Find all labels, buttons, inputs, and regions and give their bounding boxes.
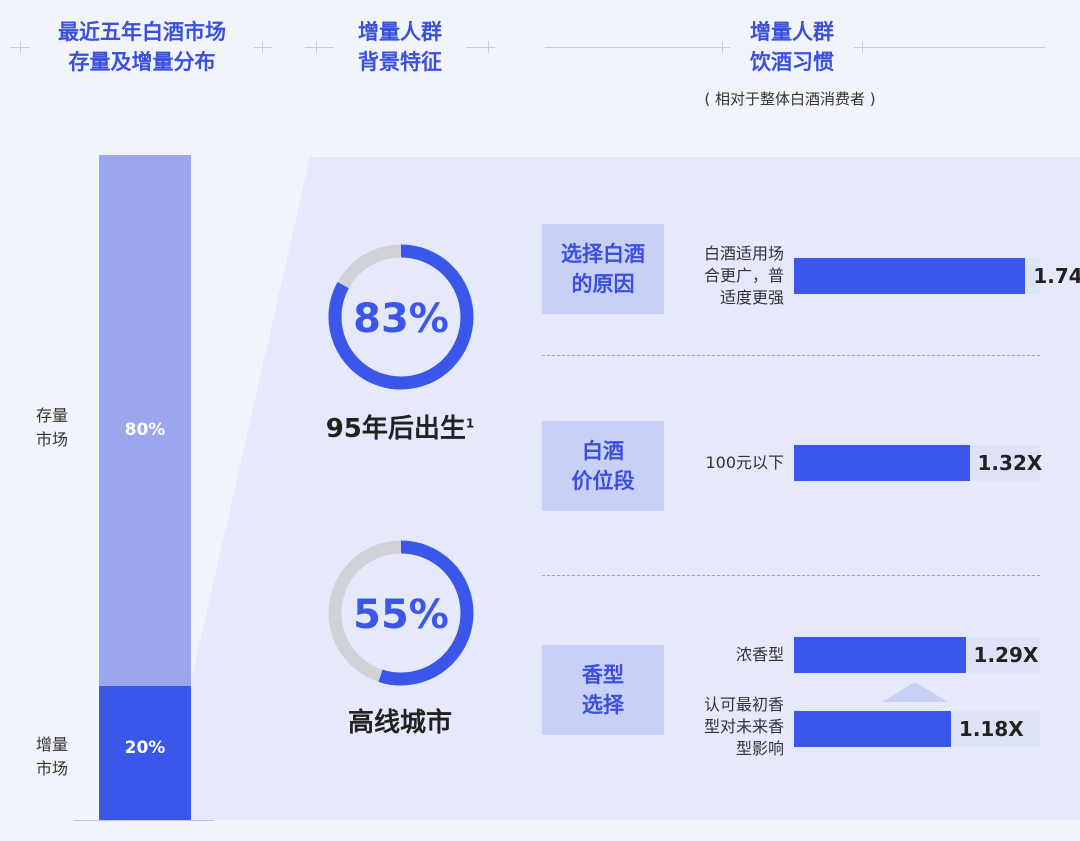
- bar-value-label: 1.32X: [977, 451, 1043, 475]
- header-line: 最近五年白酒市场: [58, 20, 226, 44]
- ring-progress-arc: [328, 540, 474, 686]
- label-line: 市场: [36, 430, 69, 449]
- header-line: 增量人群: [358, 20, 442, 44]
- ring-percent-text: 83%: [353, 296, 449, 342]
- row-label-line: 型影响: [735, 739, 784, 758]
- row-label-aroma-influence: 认可最初香 型对未来香 型影响: [672, 694, 784, 760]
- header-tick: [20, 41, 21, 53]
- bar-value-label: 1.74X: [1033, 264, 1080, 288]
- section-divider: [542, 355, 1040, 356]
- stock-market-percent: 80%: [124, 420, 166, 440]
- row-label-line: 100元以下: [705, 453, 784, 472]
- bar-fill-price: [794, 445, 970, 481]
- header-tick: [316, 41, 317, 53]
- header-line: 增量人群: [750, 20, 834, 44]
- footnote-marker: 1: [465, 416, 475, 431]
- row-label-line: 型对未来香: [703, 717, 784, 736]
- header-line: 背景特征: [358, 50, 442, 74]
- label-line: 存量: [36, 406, 69, 425]
- bar-fill-aroma-influence: [794, 711, 951, 747]
- header-drinking-habits: 增量人群 饮酒习惯: [730, 17, 854, 77]
- category-aroma-choice: 香型 选择: [542, 645, 664, 735]
- row-label-line: 浓香型: [735, 645, 784, 664]
- row-label-line: 认可最初香: [703, 695, 784, 714]
- stock-market-label: 存量 市场: [36, 404, 68, 452]
- bar-fill-strong-aroma: [794, 637, 966, 673]
- row-label-price: 100元以下: [672, 452, 784, 474]
- header-tick: [722, 41, 723, 53]
- bar-value-label: 1.18X: [958, 717, 1024, 741]
- row-label-scenarios: 白酒适用场 合更广，普 适度更强: [672, 243, 784, 309]
- header-line: 饮酒习惯: [750, 50, 834, 74]
- bar-baseline: [74, 820, 214, 821]
- bar-value-label: 1.29X: [973, 643, 1039, 667]
- category-line: 的原因: [571, 272, 635, 296]
- category-price-range: 白酒 价位段: [542, 421, 664, 511]
- header-subtitle: ( 相对于整体白酒消费者 ): [704, 90, 876, 108]
- section-divider: [542, 575, 1040, 576]
- ring-label-text: 95年后出生: [325, 414, 466, 444]
- bar-fill-scenarios: [794, 258, 1026, 294]
- increment-market-label: 增量 市场: [36, 733, 68, 781]
- row-label-line: 白酒适用场: [703, 244, 784, 263]
- header-tick: [262, 41, 263, 53]
- row-label-line: 适度更强: [719, 288, 784, 307]
- header-market-distribution: 最近五年白酒市场 存量及增量分布: [30, 17, 254, 77]
- header-line: 存量及增量分布: [68, 50, 216, 74]
- label-line: 市场: [36, 759, 69, 778]
- header-tick: [862, 41, 863, 53]
- increment-market-percent: 20%: [124, 738, 166, 758]
- ring-progress-arc: [328, 244, 474, 390]
- ring-label-text: 高线城市: [347, 708, 452, 738]
- ring-high-tier-cities: 55%: [328, 540, 474, 686]
- stock-market-bar: [99, 155, 191, 686]
- row-label-line: 合更广，普: [703, 266, 784, 285]
- category-line: 白酒: [582, 439, 624, 463]
- row-label-strong-aroma: 浓香型: [672, 644, 784, 666]
- category-line: 香型: [582, 663, 624, 687]
- category-line: 选择白酒: [561, 242, 645, 266]
- connector-triangle: [882, 682, 948, 702]
- ring-label-high-tier-cities: 高线城市: [300, 702, 500, 739]
- category-reason-for-baijiu: 选择白酒 的原因: [542, 224, 664, 314]
- ring-label-born-after-1995: 95年后出生1: [300, 408, 500, 445]
- category-line: 选择: [582, 693, 624, 717]
- header-background-features: 增量人群 背景特征: [334, 17, 466, 77]
- label-line: 增量: [36, 735, 69, 754]
- category-line: 价位段: [571, 469, 635, 493]
- header-tick: [488, 41, 489, 53]
- ring-percent-text: 55%: [353, 592, 449, 638]
- increment-market-bar: [99, 686, 191, 820]
- ring-born-after-1995: 83%: [328, 244, 474, 390]
